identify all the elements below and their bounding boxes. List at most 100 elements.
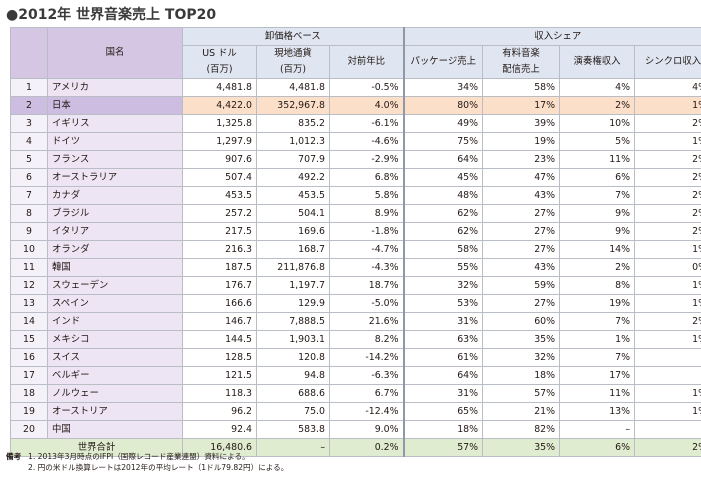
package-share: 58%: [402, 240, 484, 259]
paid-share: 82%: [482, 420, 561, 439]
package-share: 53%: [402, 294, 484, 313]
header-sync: シンクロ収入: [634, 45, 701, 79]
row-number: 5: [10, 150, 48, 169]
country-name: ベルギー: [47, 366, 183, 385]
row-number: 7: [10, 186, 48, 205]
package-share: 64%: [402, 150, 484, 169]
row-number: 12: [10, 276, 48, 295]
package-share: 31%: [402, 312, 484, 331]
yoy-value: -6.1%: [328, 114, 405, 133]
country-name: 日本: [47, 96, 183, 115]
paid-share: 57%: [482, 384, 561, 403]
package-share: 32%: [402, 276, 484, 295]
local-value: 211,876.8: [256, 258, 330, 277]
local-value: 169.6: [256, 222, 330, 241]
sync-share: 1%: [634, 330, 701, 349]
package-share: 49%: [402, 114, 484, 133]
country-name: 韓国: [47, 258, 183, 277]
local-value: 1,012.3: [256, 132, 330, 151]
country-name: イタリア: [47, 222, 183, 241]
sync-share: 1%: [634, 132, 701, 151]
total-row: 世界合計 16,480.6 – 0.2% 57% 35% 6% 2%: [10, 438, 701, 457]
total-label: 世界合計: [10, 438, 183, 457]
local-value: 4,481.8: [256, 78, 330, 97]
usd-value: 1,297.9: [182, 132, 257, 151]
paid-share: 27%: [482, 204, 561, 223]
header-yoy: 対前年比: [328, 45, 405, 79]
usd-value: 4,422.0: [182, 96, 257, 115]
row-number: 8: [10, 204, 48, 223]
usd-value: 216.3: [182, 240, 257, 259]
row-number: 20: [10, 420, 48, 439]
sync-share: 1%: [634, 240, 701, 259]
total-usd: 16,480.6: [182, 438, 257, 457]
usd-value: 1,325.8: [182, 114, 257, 133]
local-value: 453.5: [256, 186, 330, 205]
local-value: 504.1: [256, 204, 330, 223]
local-value: 835.2: [256, 114, 330, 133]
header-local-currency: 現地通貨 (百万): [256, 45, 330, 79]
sync-share: 2%: [634, 168, 701, 187]
local-value: 129.9: [256, 294, 330, 313]
country-name: オランダ: [47, 240, 183, 259]
country-name: アメリカ: [47, 78, 183, 97]
row-number: 4: [10, 132, 48, 151]
header-performance: 演奏権収入: [559, 45, 636, 79]
perf-share: 9%: [559, 204, 636, 223]
paid-share: 19%: [482, 132, 561, 151]
group-header-wholesale: 卸価格ベース: [181, 27, 405, 46]
yoy-value: 21.6%: [328, 312, 405, 331]
notes-label: 備考: [6, 452, 22, 461]
yoy-value: -12.4%: [328, 402, 405, 421]
usd-value: 507.4: [182, 168, 257, 187]
sync-share: 1%: [634, 294, 701, 313]
sync-share: 0%: [634, 258, 701, 277]
perf-share: 13%: [559, 402, 636, 421]
page-title: ●2012年 世界音楽売上 TOP20: [6, 7, 217, 23]
package-share: 55%: [402, 258, 484, 277]
package-share: 65%: [402, 402, 484, 421]
yoy-value: 6.7%: [328, 384, 405, 403]
table-body: 1アメリカ4,481.84,481.8-0.5%34%58%4%4%2日本4,4…: [10, 78, 701, 439]
yoy-value: 6.8%: [328, 168, 405, 187]
perf-share: 10%: [559, 114, 636, 133]
package-share: 48%: [402, 186, 484, 205]
usd-value: 166.6: [182, 294, 257, 313]
usd-value: 257.2: [182, 204, 257, 223]
sync-share: 1%: [634, 96, 701, 115]
row-number: 3: [10, 114, 48, 133]
paid-share: 27%: [482, 294, 561, 313]
sync-share: 2%: [634, 186, 701, 205]
country-name: スペイン: [47, 294, 183, 313]
local-value: 75.0: [256, 402, 330, 421]
local-value: 120.8: [256, 348, 330, 367]
row-number: 19: [10, 402, 48, 421]
row-number: 17: [10, 366, 48, 385]
paid-share: 47%: [482, 168, 561, 187]
paid-share: 27%: [482, 240, 561, 259]
local-value: 168.7: [256, 240, 330, 259]
paid-share: 17%: [482, 96, 561, 115]
yoy-value: 9.0%: [328, 420, 405, 439]
perf-share: –: [559, 420, 636, 439]
local-value: 707.9: [256, 150, 330, 169]
perf-share: 5%: [559, 132, 636, 151]
country-name: インド: [47, 312, 183, 331]
usd-value: 217.5: [182, 222, 257, 241]
country-name: ノルウェー: [47, 384, 183, 403]
header-package: パッケージ売上: [402, 45, 484, 79]
package-share: 62%: [402, 204, 484, 223]
note-2: 2. 円の米ドル換算レートは2012年の平均レート（1ドル79.82円）による。: [28, 463, 289, 472]
row-number: 6: [10, 168, 48, 187]
usd-value: 118.3: [182, 384, 257, 403]
country-name: フランス: [47, 150, 183, 169]
sync-share: –: [634, 420, 701, 439]
paid-share: 21%: [482, 402, 561, 421]
